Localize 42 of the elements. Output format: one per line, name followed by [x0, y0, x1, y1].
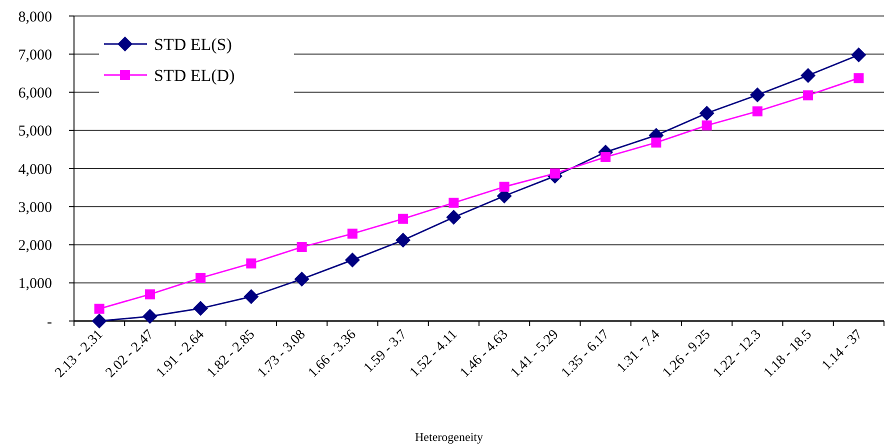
legend-label: STD EL(D)	[154, 66, 235, 85]
point	[448, 198, 459, 208]
point	[446, 210, 462, 225]
point	[344, 252, 360, 268]
y-tick-label: 7,000	[18, 47, 52, 64]
point	[244, 289, 259, 304]
x-axis-title: Heterogeneity	[415, 430, 483, 444]
point	[854, 73, 864, 84]
legend-label: STD EL(S)	[154, 34, 232, 54]
y-tick-label: 8,000	[18, 9, 52, 26]
point	[296, 242, 307, 252]
point	[851, 47, 866, 62]
point	[294, 272, 310, 287]
y-tick-label: 5,000	[18, 124, 52, 140]
point	[550, 168, 560, 178]
point	[94, 304, 104, 314]
point	[92, 314, 107, 328]
point	[702, 120, 712, 130]
x-tick-label: 1.59 - 3.7	[361, 327, 410, 376]
y-tick-label: 6,000	[18, 86, 52, 102]
point	[246, 258, 256, 268]
point	[142, 308, 158, 324]
point	[196, 272, 206, 283]
y-tick-label: 1,000	[18, 276, 52, 292]
y-tick-label: 2,000	[18, 238, 52, 254]
point	[600, 152, 611, 162]
point	[144, 289, 155, 300]
point	[193, 300, 208, 316]
point	[396, 232, 411, 248]
point	[699, 106, 714, 121]
point	[800, 68, 816, 83]
point	[750, 87, 765, 102]
point	[347, 228, 358, 239]
y-tick-label: 4,000	[18, 162, 52, 178]
point	[752, 106, 762, 116]
y-tick-label: -	[47, 314, 52, 330]
point	[651, 138, 662, 148]
x-tick-label: 1.14 - 37	[819, 327, 866, 374]
y-tick-label: 3,000	[18, 200, 52, 216]
point	[398, 214, 408, 224]
point	[803, 90, 814, 100]
point	[499, 182, 510, 192]
